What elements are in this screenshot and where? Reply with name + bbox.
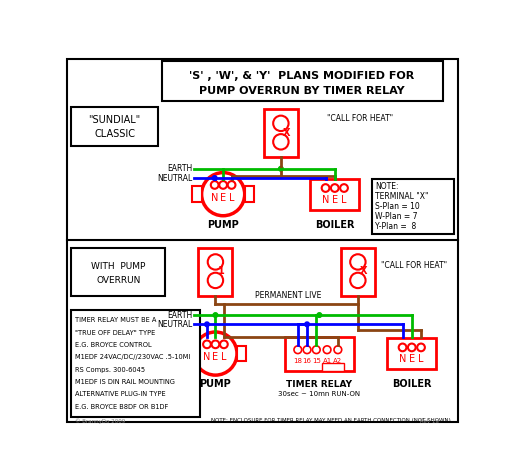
Text: N: N [399,354,406,364]
Text: NEUTRAL: NEUTRAL [157,320,193,329]
Bar [387,338,436,369]
Bar [285,337,354,370]
Text: A2: A2 [333,358,343,364]
Bar [193,187,202,202]
Text: A1: A1 [323,358,332,364]
Bar [323,363,344,370]
Text: 18: 18 [293,358,302,364]
Text: E.G. BROYCE B8DF OR B1DF: E.G. BROYCE B8DF OR B1DF [75,404,168,410]
Text: RS Comps. 300-6045: RS Comps. 300-6045 [75,367,145,373]
Bar [372,179,454,234]
Text: 'S' , 'W', & 'Y'  PLANS MODIFIED FOR: 'S' , 'W', & 'Y' PLANS MODIFIED FOR [189,70,414,80]
Text: L: L [342,195,347,205]
Bar [199,248,232,296]
Text: PUMP OVERRUN BY TIMER RELAY: PUMP OVERRUN BY TIMER RELAY [199,86,404,96]
Bar [72,107,158,146]
Text: TERMINAL "X": TERMINAL "X" [375,192,429,201]
Text: TIMER RELAY: TIMER RELAY [286,380,352,389]
Text: PUMP: PUMP [207,220,239,230]
Text: E.G. BROYCE CONTROL: E.G. BROYCE CONTROL [75,342,152,348]
Text: E: E [332,195,338,205]
Text: TIMER RELAY MUST BE A: TIMER RELAY MUST BE A [75,317,157,324]
Text: EARTH: EARTH [167,164,193,173]
Text: X: X [283,128,291,138]
Text: EARTH: EARTH [167,310,193,319]
Text: 30sec ~ 10mn RUN-ON: 30sec ~ 10mn RUN-ON [279,391,360,397]
Text: NOTE:: NOTE: [375,182,398,191]
Text: N: N [211,193,218,203]
Text: Rev 1a: Rev 1a [420,419,439,424]
Circle shape [212,176,217,180]
Bar [237,346,246,361]
Text: L: L [221,352,227,362]
Text: L: L [229,193,234,203]
Circle shape [205,322,209,327]
Text: "SUNDIAL": "SUNDIAL" [89,115,141,125]
Text: PUMP: PUMP [200,379,231,389]
Bar [245,187,254,202]
Text: "CALL FOR HEAT": "CALL FOR HEAT" [381,260,447,269]
Text: PERMANENT LIVE: PERMANENT LIVE [255,291,322,300]
Text: W-Plan = 7: W-Plan = 7 [375,212,417,221]
Text: CLASSIC: CLASSIC [94,129,135,139]
Bar [72,248,165,296]
Text: 1: 1 [218,266,225,276]
Text: E: E [212,352,219,362]
Text: NEUTRAL: NEUTRAL [157,174,193,182]
Bar [185,346,194,361]
Text: BOILER: BOILER [315,220,354,230]
Text: Y-Plan =  8: Y-Plan = 8 [375,222,416,231]
Bar [161,61,442,101]
Text: N: N [203,352,210,362]
Text: 16: 16 [303,358,312,364]
Text: ALTERNATIVE PLUG-IN TYPE: ALTERNATIVE PLUG-IN TYPE [75,391,166,397]
Text: © BrannyDo 2009: © BrannyDo 2009 [75,418,125,424]
Bar [72,310,200,417]
Text: "CALL FOR HEAT": "CALL FOR HEAT" [327,114,393,123]
Bar [264,109,298,157]
Text: E: E [409,354,415,364]
Text: E: E [220,193,226,203]
Text: "TRUE OFF DELAY" TYPE: "TRUE OFF DELAY" TYPE [75,330,156,336]
Text: S-Plan = 10: S-Plan = 10 [375,202,419,211]
Text: BOILER: BOILER [392,379,432,389]
Text: X: X [360,266,368,276]
Text: OVERRUN: OVERRUN [96,276,141,285]
Text: L: L [418,354,424,364]
Circle shape [213,313,218,317]
Text: M1EDF IS DIN RAIL MOUNTING: M1EDF IS DIN RAIL MOUNTING [75,379,175,385]
Bar [341,248,375,296]
Text: 15: 15 [312,358,321,364]
Circle shape [305,322,309,327]
Bar [310,179,359,209]
Text: NOTE: ENCLOSURE FOR TIMER RELAY MAY NEED AN EARTH CONNECTION (NOT SHOWN): NOTE: ENCLOSURE FOR TIMER RELAY MAY NEED… [211,418,451,423]
Circle shape [279,167,283,171]
Text: N: N [322,195,329,205]
Text: M1EDF 24VAC/DC//230VAC .5-10MI: M1EDF 24VAC/DC//230VAC .5-10MI [75,355,190,360]
Circle shape [317,313,322,317]
Text: WITH  PUMP: WITH PUMP [91,262,145,271]
